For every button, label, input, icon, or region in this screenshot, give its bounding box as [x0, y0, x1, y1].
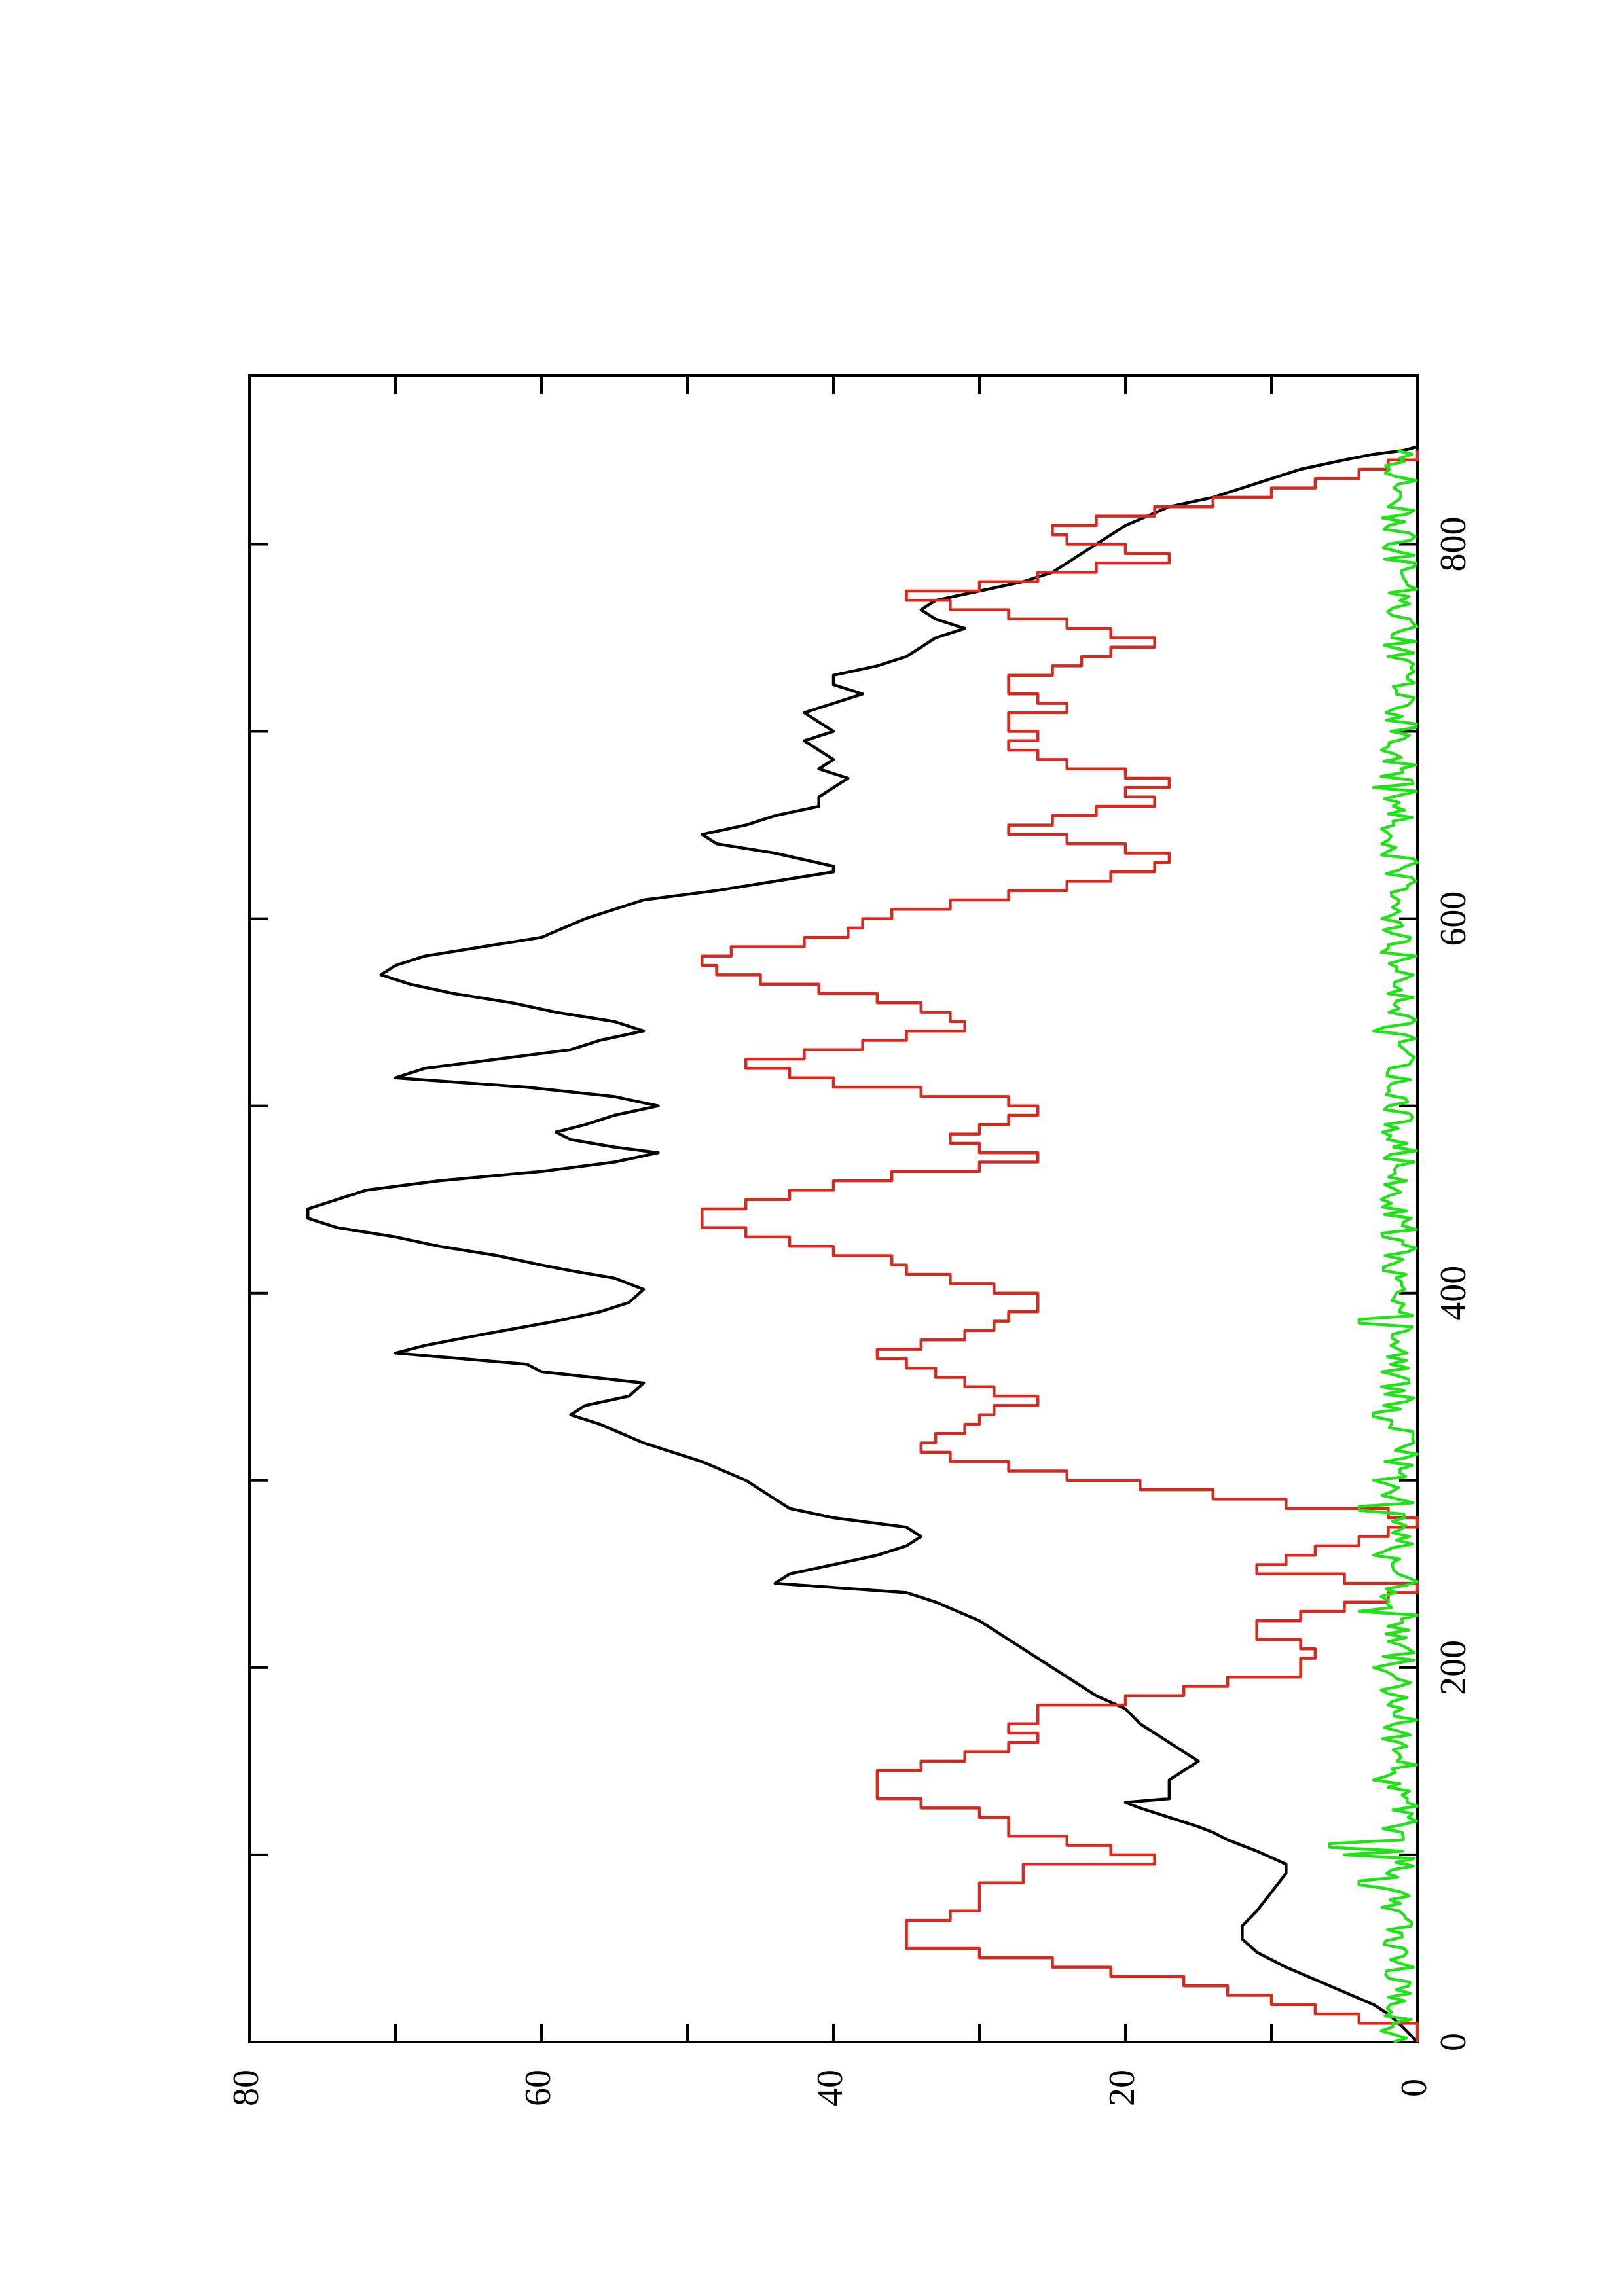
x-tick-label: 400 — [1433, 1266, 1474, 1321]
y-tick-label: 0 — [1394, 2079, 1434, 2097]
x-tick-label: 800 — [1433, 516, 1474, 571]
x-tick-label: 200 — [1433, 1640, 1474, 1695]
axis-tick-labels: 0 200 400 600 800 0 20 40 60 80 — [226, 516, 1474, 2106]
y-tick-label: 20 — [1102, 2070, 1142, 2106]
plot-frame — [248, 374, 1419, 2043]
y-tick-label: 60 — [518, 2070, 558, 2106]
series-group — [306, 445, 1419, 2044]
y-tick-label: 40 — [810, 2070, 850, 2106]
series-line-3 — [1328, 449, 1419, 2044]
y-tick-label: 80 — [226, 2070, 266, 2106]
x-tick-label: 0 — [1433, 2033, 1474, 2051]
axis-ticks — [248, 376, 1419, 2043]
series-line-2 — [701, 450, 1419, 2042]
series-line-1 — [306, 445, 1419, 2043]
x-tick-label: 600 — [1433, 891, 1474, 946]
